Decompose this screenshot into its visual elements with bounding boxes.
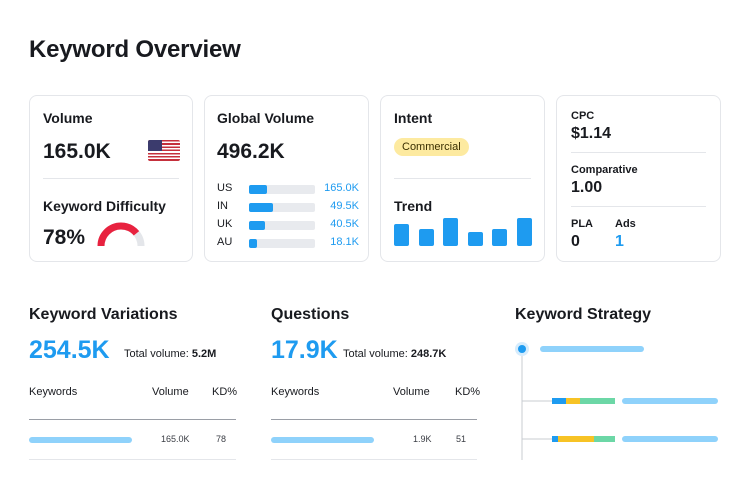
country-code: US bbox=[217, 182, 233, 194]
country-bar-fill bbox=[249, 185, 267, 194]
cluster-seg-yellow bbox=[566, 398, 580, 404]
country-volume: 40.5K bbox=[330, 218, 359, 230]
ads-value[interactable]: 1 bbox=[615, 233, 624, 250]
divider bbox=[571, 206, 706, 207]
country-code: UK bbox=[217, 218, 233, 230]
root-node-icon bbox=[518, 345, 526, 353]
column-keywords[interactable]: Keywords bbox=[29, 386, 78, 398]
country-volume: 49.5K bbox=[330, 200, 359, 212]
trend-chart bbox=[394, 214, 532, 246]
intent-label: Intent bbox=[394, 110, 433, 126]
questions-total: Total volume: 248.7K bbox=[343, 348, 446, 360]
root-keyword-bar bbox=[540, 346, 644, 352]
cluster-seg-green bbox=[580, 398, 615, 404]
column-volume[interactable]: Volume bbox=[393, 386, 430, 398]
country-bar bbox=[249, 239, 315, 248]
trend-bar bbox=[418, 229, 434, 246]
trend-bar bbox=[394, 223, 409, 246]
trend-bar bbox=[443, 217, 459, 246]
pla-label: PLA bbox=[571, 218, 593, 230]
difficulty-gauge-fill bbox=[97, 222, 145, 247]
row-volume: 1.9K bbox=[413, 434, 432, 444]
questions-title: Questions bbox=[271, 306, 350, 323]
total-volume-value: 5.2M bbox=[191, 348, 217, 360]
country-row-in[interactable]: IN 49.5K bbox=[217, 200, 359, 214]
country-bar-fill bbox=[249, 239, 257, 248]
global-volume-label: Global Volume bbox=[217, 110, 314, 126]
ads-label: Ads bbox=[615, 218, 636, 230]
table-header-rule bbox=[29, 419, 236, 420]
country-bar bbox=[249, 203, 315, 212]
page-title: Keyword Overview bbox=[29, 36, 241, 63]
intent-card: Intent Commercial Trend bbox=[380, 95, 545, 262]
country-row-uk[interactable]: UK 40.5K bbox=[217, 218, 359, 232]
country-code: AU bbox=[217, 236, 233, 248]
volume-value: 165.0K bbox=[43, 140, 111, 163]
cpc-value: $1.14 bbox=[571, 125, 612, 142]
row-rule bbox=[271, 459, 477, 460]
row-kd: 51 bbox=[456, 434, 467, 444]
country-code: IN bbox=[217, 200, 228, 212]
trend-bar bbox=[467, 232, 483, 246]
cluster-seg-green bbox=[594, 436, 615, 442]
divider bbox=[43, 178, 179, 179]
us-flag-icon bbox=[148, 140, 180, 161]
row-rule bbox=[29, 459, 236, 460]
trend-bar bbox=[492, 229, 508, 246]
keyword-variations-count[interactable]: 254.5K bbox=[29, 336, 110, 364]
country-bar-fill bbox=[249, 203, 273, 212]
trend-bar bbox=[516, 217, 532, 246]
volume-label: Volume bbox=[43, 110, 93, 126]
cpc-card: CPC $1.14 Comparative 1.00 PLA 0 Ads 1 bbox=[556, 95, 721, 262]
cpc-label: CPC bbox=[571, 110, 595, 122]
country-volume: 18.1K bbox=[330, 236, 359, 248]
country-row-us[interactable]: US 165.0K bbox=[217, 182, 359, 196]
keyword-strategy-tree bbox=[515, 342, 718, 460]
table-header-rule bbox=[271, 419, 477, 420]
keyword-placeholder-bar bbox=[29, 437, 132, 443]
country-bar bbox=[249, 221, 315, 230]
row-kd: 78 bbox=[216, 434, 227, 444]
comparative-value: 1.00 bbox=[571, 179, 603, 196]
trend-label: Trend bbox=[394, 198, 433, 214]
keyword-difficulty-label: Keyword Difficulty bbox=[43, 198, 166, 214]
total-volume-label: Total volume: bbox=[343, 348, 408, 360]
cluster-keyword-bar bbox=[622, 398, 718, 404]
volume-card: Volume 165.0K Keyword Difficulty 78% bbox=[29, 95, 193, 262]
column-volume[interactable]: Volume bbox=[152, 386, 189, 398]
country-bar bbox=[249, 185, 315, 194]
cluster-keyword-bar bbox=[622, 436, 718, 442]
column-kd[interactable]: KD% bbox=[212, 386, 238, 398]
keyword-difficulty-value: 78% bbox=[43, 226, 86, 249]
keyword-variations-title: Keyword Variations bbox=[29, 306, 178, 323]
global-volume-card: Global Volume 496.2K US 165.0K IN 49.5K … bbox=[204, 95, 369, 262]
column-keywords[interactable]: Keywords bbox=[271, 386, 320, 398]
cluster-seg-blue bbox=[552, 398, 566, 404]
intent-badge: Commercial bbox=[394, 138, 469, 156]
country-volume: 165.0K bbox=[324, 182, 359, 194]
global-volume-value: 496.2K bbox=[217, 140, 285, 163]
keyword-placeholder-bar bbox=[271, 437, 374, 443]
divider bbox=[394, 178, 531, 179]
cluster-seg-yellow bbox=[558, 436, 594, 442]
total-volume-value: 248.7K bbox=[410, 348, 447, 360]
pla-value: 0 bbox=[571, 233, 580, 250]
total-volume-label: Total volume: bbox=[124, 348, 189, 360]
keyword-variations-total: Total volume: 5.2M bbox=[124, 348, 216, 360]
column-kd[interactable]: KD% bbox=[455, 386, 481, 398]
row-volume: 165.0K bbox=[161, 434, 190, 444]
cluster-seg-blue bbox=[552, 436, 558, 442]
keyword-strategy-title: Keyword Strategy bbox=[515, 306, 652, 323]
divider bbox=[571, 152, 706, 153]
difficulty-gauge-icon bbox=[97, 222, 145, 247]
comparative-label: Comparative bbox=[571, 164, 638, 176]
country-row-au[interactable]: AU 18.1K bbox=[217, 236, 359, 250]
questions-count[interactable]: 17.9K bbox=[271, 336, 338, 364]
country-bar-fill bbox=[249, 221, 265, 230]
